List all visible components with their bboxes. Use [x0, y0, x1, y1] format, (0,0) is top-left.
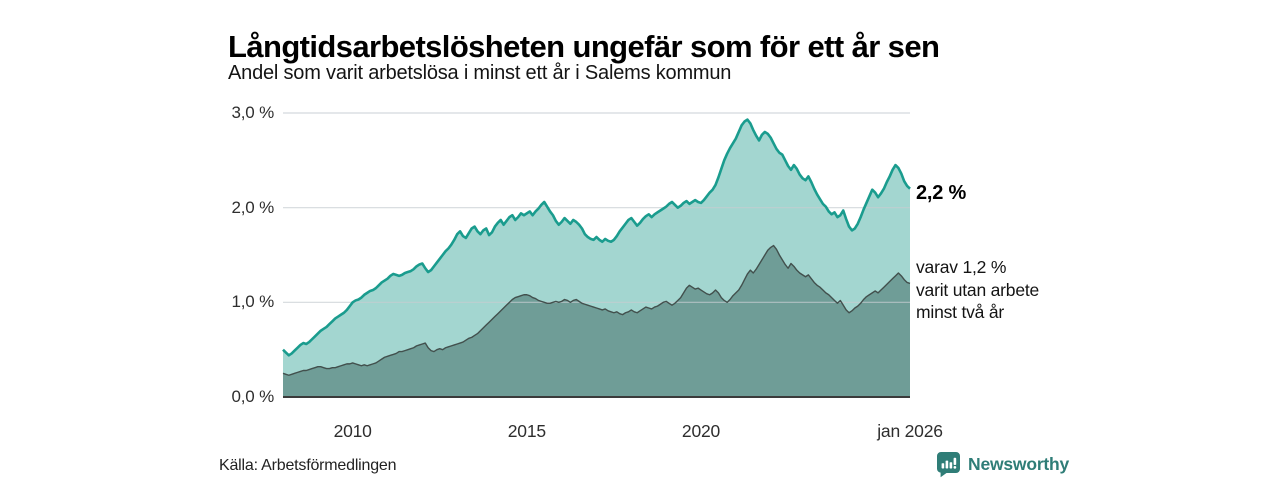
y-axis-label: 3,0 % [231, 103, 275, 122]
chart-subtitle: Andel som varit arbetslösa i minst ett å… [228, 62, 732, 84]
annotation-line-2: varit utan arbete [916, 279, 1040, 300]
subseries-annotation: varav 1,2 % varit utan arbete minst två … [916, 256, 1039, 324]
x-axis-label: 2020 [681, 421, 721, 441]
x-axis-label: jan 2026 [877, 421, 943, 441]
y-axis-label: 2,0 % [231, 197, 275, 217]
y-axis-label: 0,0 % [231, 387, 275, 406]
annotation-line-3: minst två år [916, 302, 1005, 323]
page-title: Långtidsarbetslösheten ungefär som för e… [228, 28, 940, 64]
area-fill-two-years [283, 245, 910, 397]
x-axis-label: 2010 [333, 421, 372, 441]
gridlines [283, 112, 910, 303]
chart-fills [283, 119, 910, 397]
series-line-two-years [282, 244, 911, 376]
y-axis-label: 1,0 % [231, 292, 275, 312]
series-line-one-year [282, 118, 911, 357]
x-axis-label: 2015 [507, 421, 546, 441]
newsworthy-icon [937, 452, 960, 478]
newsworthy-wordmark: Newsworthy [968, 454, 1070, 474]
newsworthy-logo: Newsworthy [936, 451, 1069, 478]
chart-lines [282, 118, 911, 376]
annotation-line-1: varav 1,2 % [916, 257, 1007, 278]
source-note: Källa: Arbetsförmedlingen [219, 457, 397, 474]
latest-value-label: 2,2 % [916, 181, 967, 204]
